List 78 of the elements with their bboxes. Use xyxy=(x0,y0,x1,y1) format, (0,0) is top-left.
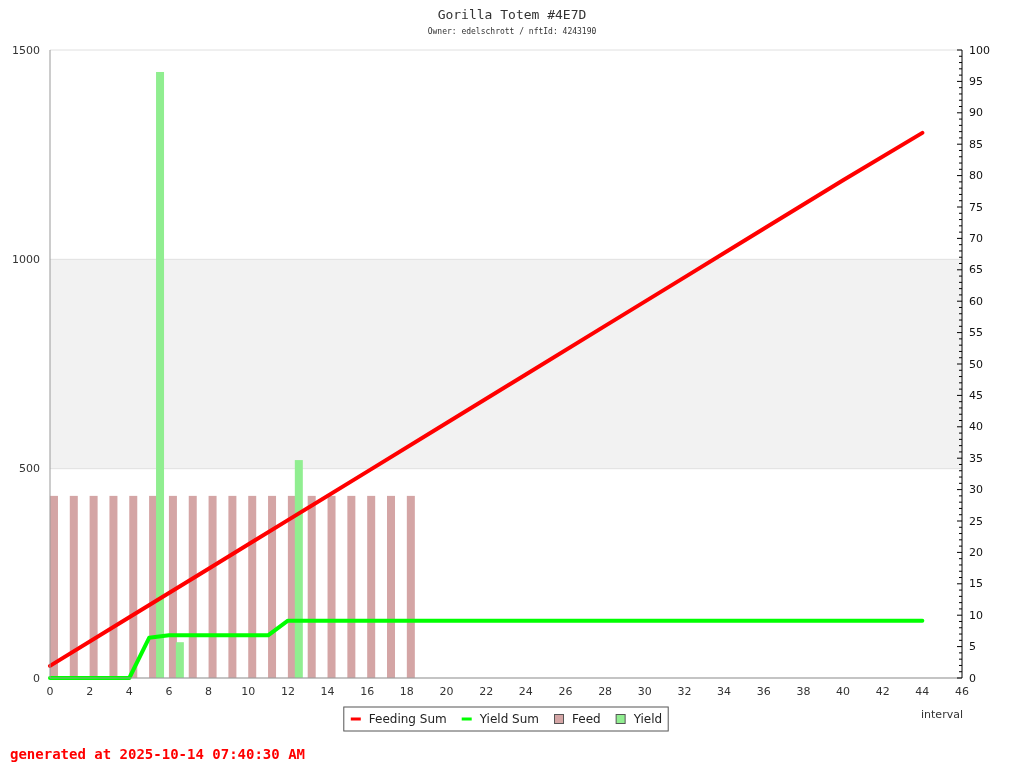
legend-label: Feed xyxy=(572,712,601,726)
legend-label: Yield Sum xyxy=(478,712,539,726)
y2-tick-label: 5 xyxy=(969,640,976,654)
y2-tick-label: 70 xyxy=(969,231,983,245)
y2-tick-label: 55 xyxy=(969,326,983,340)
legend-label: Yield xyxy=(632,712,663,726)
line-series xyxy=(48,618,925,680)
bar xyxy=(248,495,257,678)
bar xyxy=(347,495,356,678)
y-tick-label: 1500 xyxy=(12,43,40,57)
x-tick-label: 26 xyxy=(558,684,573,698)
bar xyxy=(175,642,184,678)
bar xyxy=(387,495,396,678)
x-tick-label: 20 xyxy=(439,684,454,698)
x-tick-label: 16 xyxy=(360,684,375,698)
y2-tick-label: 60 xyxy=(969,294,983,308)
bar xyxy=(307,495,316,678)
x-tick-label: 40 xyxy=(836,684,851,698)
bar xyxy=(109,495,118,678)
x-tick-label: 12 xyxy=(280,684,295,698)
x-tick-label: 10 xyxy=(241,684,256,698)
bar xyxy=(188,495,197,678)
y2-tick-label: 95 xyxy=(969,74,983,88)
x-tick-label: 42 xyxy=(875,684,890,698)
y2-tick-label: 100 xyxy=(969,43,990,57)
y-tick-label: 1000 xyxy=(12,252,40,266)
y2-tick-label: 45 xyxy=(969,388,983,402)
bar xyxy=(268,495,277,678)
y-tick-label: 0 xyxy=(33,671,40,685)
x-tick-label: 14 xyxy=(320,684,335,698)
x-tick-label: 46 xyxy=(955,684,969,698)
y2-tick-label: 80 xyxy=(969,169,983,183)
y2-tick-label: 50 xyxy=(969,357,983,371)
y2-tick-label: 85 xyxy=(969,137,983,151)
text: generated at 2025-10-14 07:40:30 AM xyxy=(10,746,306,762)
bar xyxy=(228,495,237,678)
bar xyxy=(168,495,177,678)
x-tick-label: 24 xyxy=(518,684,533,698)
y2-tick-label: 90 xyxy=(969,106,983,120)
y2-tick-label: 40 xyxy=(969,420,983,434)
y2-tick-label: 25 xyxy=(969,514,983,528)
line-series xyxy=(48,130,925,668)
x-tick-label: 2 xyxy=(86,684,94,698)
bar xyxy=(406,495,415,678)
bar xyxy=(69,495,78,678)
chart-subtitle: Owner: edelschrott / nftId: 4243190 xyxy=(427,26,597,36)
bar xyxy=(89,495,98,678)
bar xyxy=(367,495,376,678)
x-tick-label: 44 xyxy=(915,684,930,698)
y-tick-label: 500 xyxy=(19,462,40,476)
x-tick-label: 30 xyxy=(637,684,652,698)
x-axis-title: interval xyxy=(921,707,963,721)
x-tick-label: 6 xyxy=(165,684,173,698)
x-tick-label: 4 xyxy=(125,684,133,698)
chart-title: Gorilla Totem #4E7D xyxy=(437,6,587,22)
bar xyxy=(129,495,138,678)
x-tick-label: 36 xyxy=(756,684,771,698)
y2-tick-label: 0 xyxy=(969,671,976,685)
y2-tick-label: 20 xyxy=(969,545,983,559)
x-tick-label: 34 xyxy=(717,684,732,698)
y2-tick-label: 15 xyxy=(969,577,983,591)
legend-label: Feeding Sum xyxy=(368,712,447,726)
y2-tick-label: 35 xyxy=(969,451,983,465)
x-tick-label: 18 xyxy=(399,684,414,698)
y2-tick-label: 75 xyxy=(969,200,983,214)
x-tick-label: 0 xyxy=(46,684,54,698)
y2-tick-label: 10 xyxy=(969,608,983,622)
x-tick-label: 28 xyxy=(598,684,613,698)
bar xyxy=(327,495,336,678)
y2-tick-label: 30 xyxy=(969,483,983,497)
x-tick-label: 38 xyxy=(796,684,811,698)
x-tick-label: 22 xyxy=(479,684,494,698)
bar xyxy=(294,460,303,678)
bar xyxy=(156,71,165,678)
y2-tick-label: 65 xyxy=(969,263,983,277)
bar xyxy=(208,495,217,678)
x-tick-label: 8 xyxy=(205,684,213,698)
x-tick-label: 32 xyxy=(677,684,692,698)
